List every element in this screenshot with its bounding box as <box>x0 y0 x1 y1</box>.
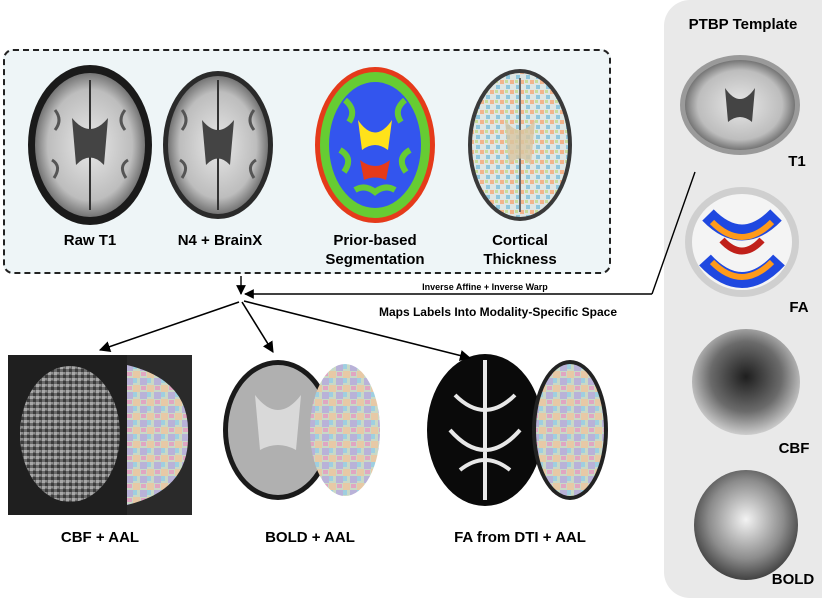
raw-t1-label: Raw T1 <box>63 232 117 249</box>
segmentation-image <box>315 67 435 223</box>
template-cbf-image <box>692 329 800 435</box>
cbf-aal-image <box>8 355 192 515</box>
raw-t1-image <box>28 65 152 225</box>
fa-dti-aal-image <box>427 354 608 506</box>
template-title: PTBP Template <box>688 16 798 33</box>
template-cbf-label: CBF <box>778 440 810 457</box>
cortical-thickness-label-line1: Cortical <box>492 232 548 249</box>
bold-aal-image <box>223 360 380 500</box>
cortical-thickness-image <box>468 69 572 221</box>
bold-aal-label: BOLD + AAL <box>265 529 355 546</box>
n4-brainx-image <box>163 71 273 219</box>
maps-labels-label: Maps Labels Into Modality-Specific Space <box>378 305 618 319</box>
segmentation-label-line1: Prior-based <box>333 232 417 249</box>
fa-dti-aal-label: FA from DTI + AAL <box>454 529 586 546</box>
inverse-warp-label: Inverse Affine + Inverse Warp <box>422 282 548 292</box>
arrow-to-fa <box>243 300 472 361</box>
arrow-to-cbf <box>98 301 240 353</box>
template-bold-image <box>694 470 798 580</box>
cbf-aal-label: CBF + AAL <box>60 529 140 546</box>
template-t1-label: T1 <box>788 153 806 170</box>
template-t1-image <box>680 55 800 155</box>
template-bold-label: BOLD <box>771 571 815 588</box>
arrow-to-bold <box>241 301 274 353</box>
cortical-thickness-label-line2: Thickness <box>483 251 557 268</box>
template-fa-image <box>685 187 799 297</box>
template-fa-label: FA <box>789 299 809 316</box>
n4-brainx-label: N4 + BrainX <box>177 232 263 249</box>
arrow-template-to-pipeline <box>651 171 696 295</box>
segmentation-label-line2: Segmentation <box>325 251 425 268</box>
